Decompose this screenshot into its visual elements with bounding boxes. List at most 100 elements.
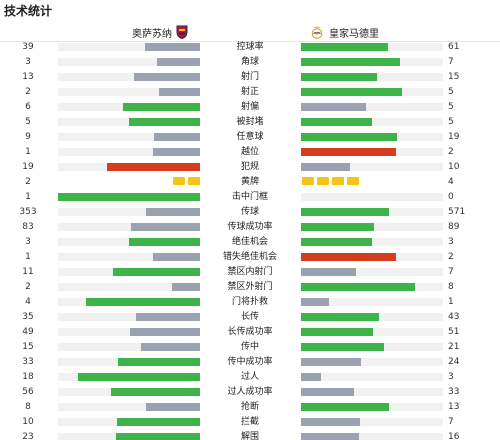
stat-label: 犯规 bbox=[240, 162, 259, 172]
away-stat-value: 15 bbox=[448, 72, 460, 82]
home-bar-track bbox=[58, 328, 200, 336]
stat-row: 4 门将扑救 1 bbox=[0, 295, 500, 310]
away-bar-track bbox=[301, 238, 443, 246]
away-stat-value: 10 bbox=[448, 162, 460, 172]
away-stat-value: 3 bbox=[448, 237, 454, 247]
stat-label: 传球成功率 bbox=[227, 222, 273, 232]
away-stat-value: 43 bbox=[448, 312, 460, 322]
away-stat-bar bbox=[301, 328, 373, 336]
away-stat-bar bbox=[301, 268, 356, 276]
home-stat-value: 33 bbox=[22, 357, 34, 367]
away-stat-value: 51 bbox=[448, 327, 460, 337]
home-stat-value: 2 bbox=[25, 282, 31, 292]
stat-label: 射偏 bbox=[240, 102, 259, 112]
away-bar-track bbox=[301, 58, 443, 66]
away-team-header[interactable]: 皇家马德里 bbox=[311, 22, 379, 42]
home-stat-value: 3 bbox=[25, 57, 31, 67]
home-stat-value: 1 bbox=[25, 252, 31, 262]
away-stat-bar bbox=[301, 163, 350, 171]
away-bar-track bbox=[301, 208, 443, 216]
away-stat-bar bbox=[301, 118, 372, 126]
stat-label: 任意球 bbox=[236, 132, 264, 142]
away-bar-track bbox=[301, 328, 443, 336]
home-stat-value: 39 bbox=[22, 42, 34, 52]
home-bar-track bbox=[58, 313, 200, 321]
away-stat-value: 13 bbox=[448, 402, 460, 412]
away-stat-bar bbox=[301, 73, 377, 81]
home-bar-track bbox=[58, 163, 200, 171]
home-stat-bar bbox=[116, 433, 200, 440]
stat-label: 解围 bbox=[240, 432, 259, 440]
home-stat-value: 9 bbox=[25, 132, 31, 142]
stat-row: 10 拦截 7 bbox=[0, 415, 500, 430]
away-stat-value: 89 bbox=[448, 222, 460, 232]
yellow-card-icon bbox=[188, 177, 200, 185]
stat-row: 3 绝佳机会 3 bbox=[0, 235, 500, 250]
away-stat-bar bbox=[301, 208, 389, 216]
stat-row: 1 越位 2 bbox=[0, 145, 500, 160]
stat-label: 长传 bbox=[240, 312, 259, 322]
away-bar-track bbox=[301, 373, 443, 381]
home-stat-value: 35 bbox=[22, 312, 34, 322]
home-stat-bar bbox=[107, 163, 200, 171]
away-stat-value: 1 bbox=[448, 297, 454, 307]
home-bar-track bbox=[58, 403, 200, 411]
home-stat-value: 3 bbox=[25, 237, 31, 247]
home-bar-track bbox=[58, 88, 200, 96]
osasuna-crest-icon bbox=[176, 25, 188, 39]
home-bar-track bbox=[58, 268, 200, 276]
home-stat-bar bbox=[145, 43, 200, 51]
home-stat-bar bbox=[58, 193, 200, 201]
home-bar-track bbox=[58, 58, 200, 66]
stat-row: 83 传球成功率 89 bbox=[0, 220, 500, 235]
away-bar-track bbox=[301, 253, 443, 261]
away-bar-track bbox=[301, 118, 443, 126]
stat-label: 抢断 bbox=[240, 402, 259, 412]
away-bar-track bbox=[301, 223, 443, 231]
home-stat-bar bbox=[136, 313, 200, 321]
stat-label: 射正 bbox=[240, 87, 259, 97]
stat-label: 传球 bbox=[240, 207, 259, 217]
away-bar-track bbox=[301, 43, 443, 51]
away-bar-track bbox=[301, 88, 443, 96]
away-stat-value: 19 bbox=[448, 132, 460, 142]
away-stat-value: 2 bbox=[448, 147, 454, 157]
away-bar-track bbox=[301, 403, 443, 411]
home-stat-value: 2 bbox=[25, 87, 31, 97]
home-stat-value: 4 bbox=[25, 297, 31, 307]
home-team-header[interactable]: 奥萨苏纳 bbox=[132, 22, 188, 42]
yellow-card-icon bbox=[173, 177, 185, 185]
away-stat-bar bbox=[301, 343, 384, 351]
away-stat-bar bbox=[301, 148, 396, 156]
away-stat-value: 4 bbox=[448, 177, 454, 187]
home-stat-bar bbox=[159, 88, 200, 96]
away-stat-bar bbox=[301, 88, 402, 96]
home-bar-track bbox=[58, 208, 200, 216]
stat-label: 被封堵 bbox=[236, 117, 264, 127]
home-stat-bar bbox=[129, 238, 200, 246]
home-bar-track bbox=[58, 358, 200, 366]
away-bar-track bbox=[301, 73, 443, 81]
away-stat-value: 5 bbox=[448, 117, 454, 127]
home-stat-bar bbox=[131, 223, 200, 231]
stat-row: 39 控球率 61 bbox=[0, 40, 500, 55]
away-stat-bar bbox=[301, 313, 379, 321]
stat-label: 过人 bbox=[240, 372, 259, 382]
stat-row: 56 过人成功率 33 bbox=[0, 385, 500, 400]
home-stat-value: 18 bbox=[22, 372, 34, 382]
away-stat-bar bbox=[301, 403, 389, 411]
away-stat-value: 7 bbox=[448, 267, 454, 277]
home-stat-value: 83 bbox=[22, 222, 34, 232]
away-stat-bar bbox=[301, 358, 361, 366]
home-bar-track bbox=[58, 133, 200, 141]
away-stat-bar bbox=[301, 238, 372, 246]
away-bar-track bbox=[301, 298, 443, 306]
away-stat-bar bbox=[301, 223, 374, 231]
home-stat-bar bbox=[134, 73, 200, 81]
stats-list: 39 控球率 61 3 角球 7 13 射门 15 2 射正 5 6 射偏 5 5 被封堵 5 9 任意球 19 1 越位 2… bbox=[0, 40, 500, 440]
away-stat-value: 3 bbox=[448, 372, 454, 382]
away-stat-value: 5 bbox=[448, 102, 454, 112]
home-stat-value: 8 bbox=[25, 402, 31, 412]
home-bar-track bbox=[58, 103, 200, 111]
home-stat-value: 49 bbox=[22, 327, 34, 337]
